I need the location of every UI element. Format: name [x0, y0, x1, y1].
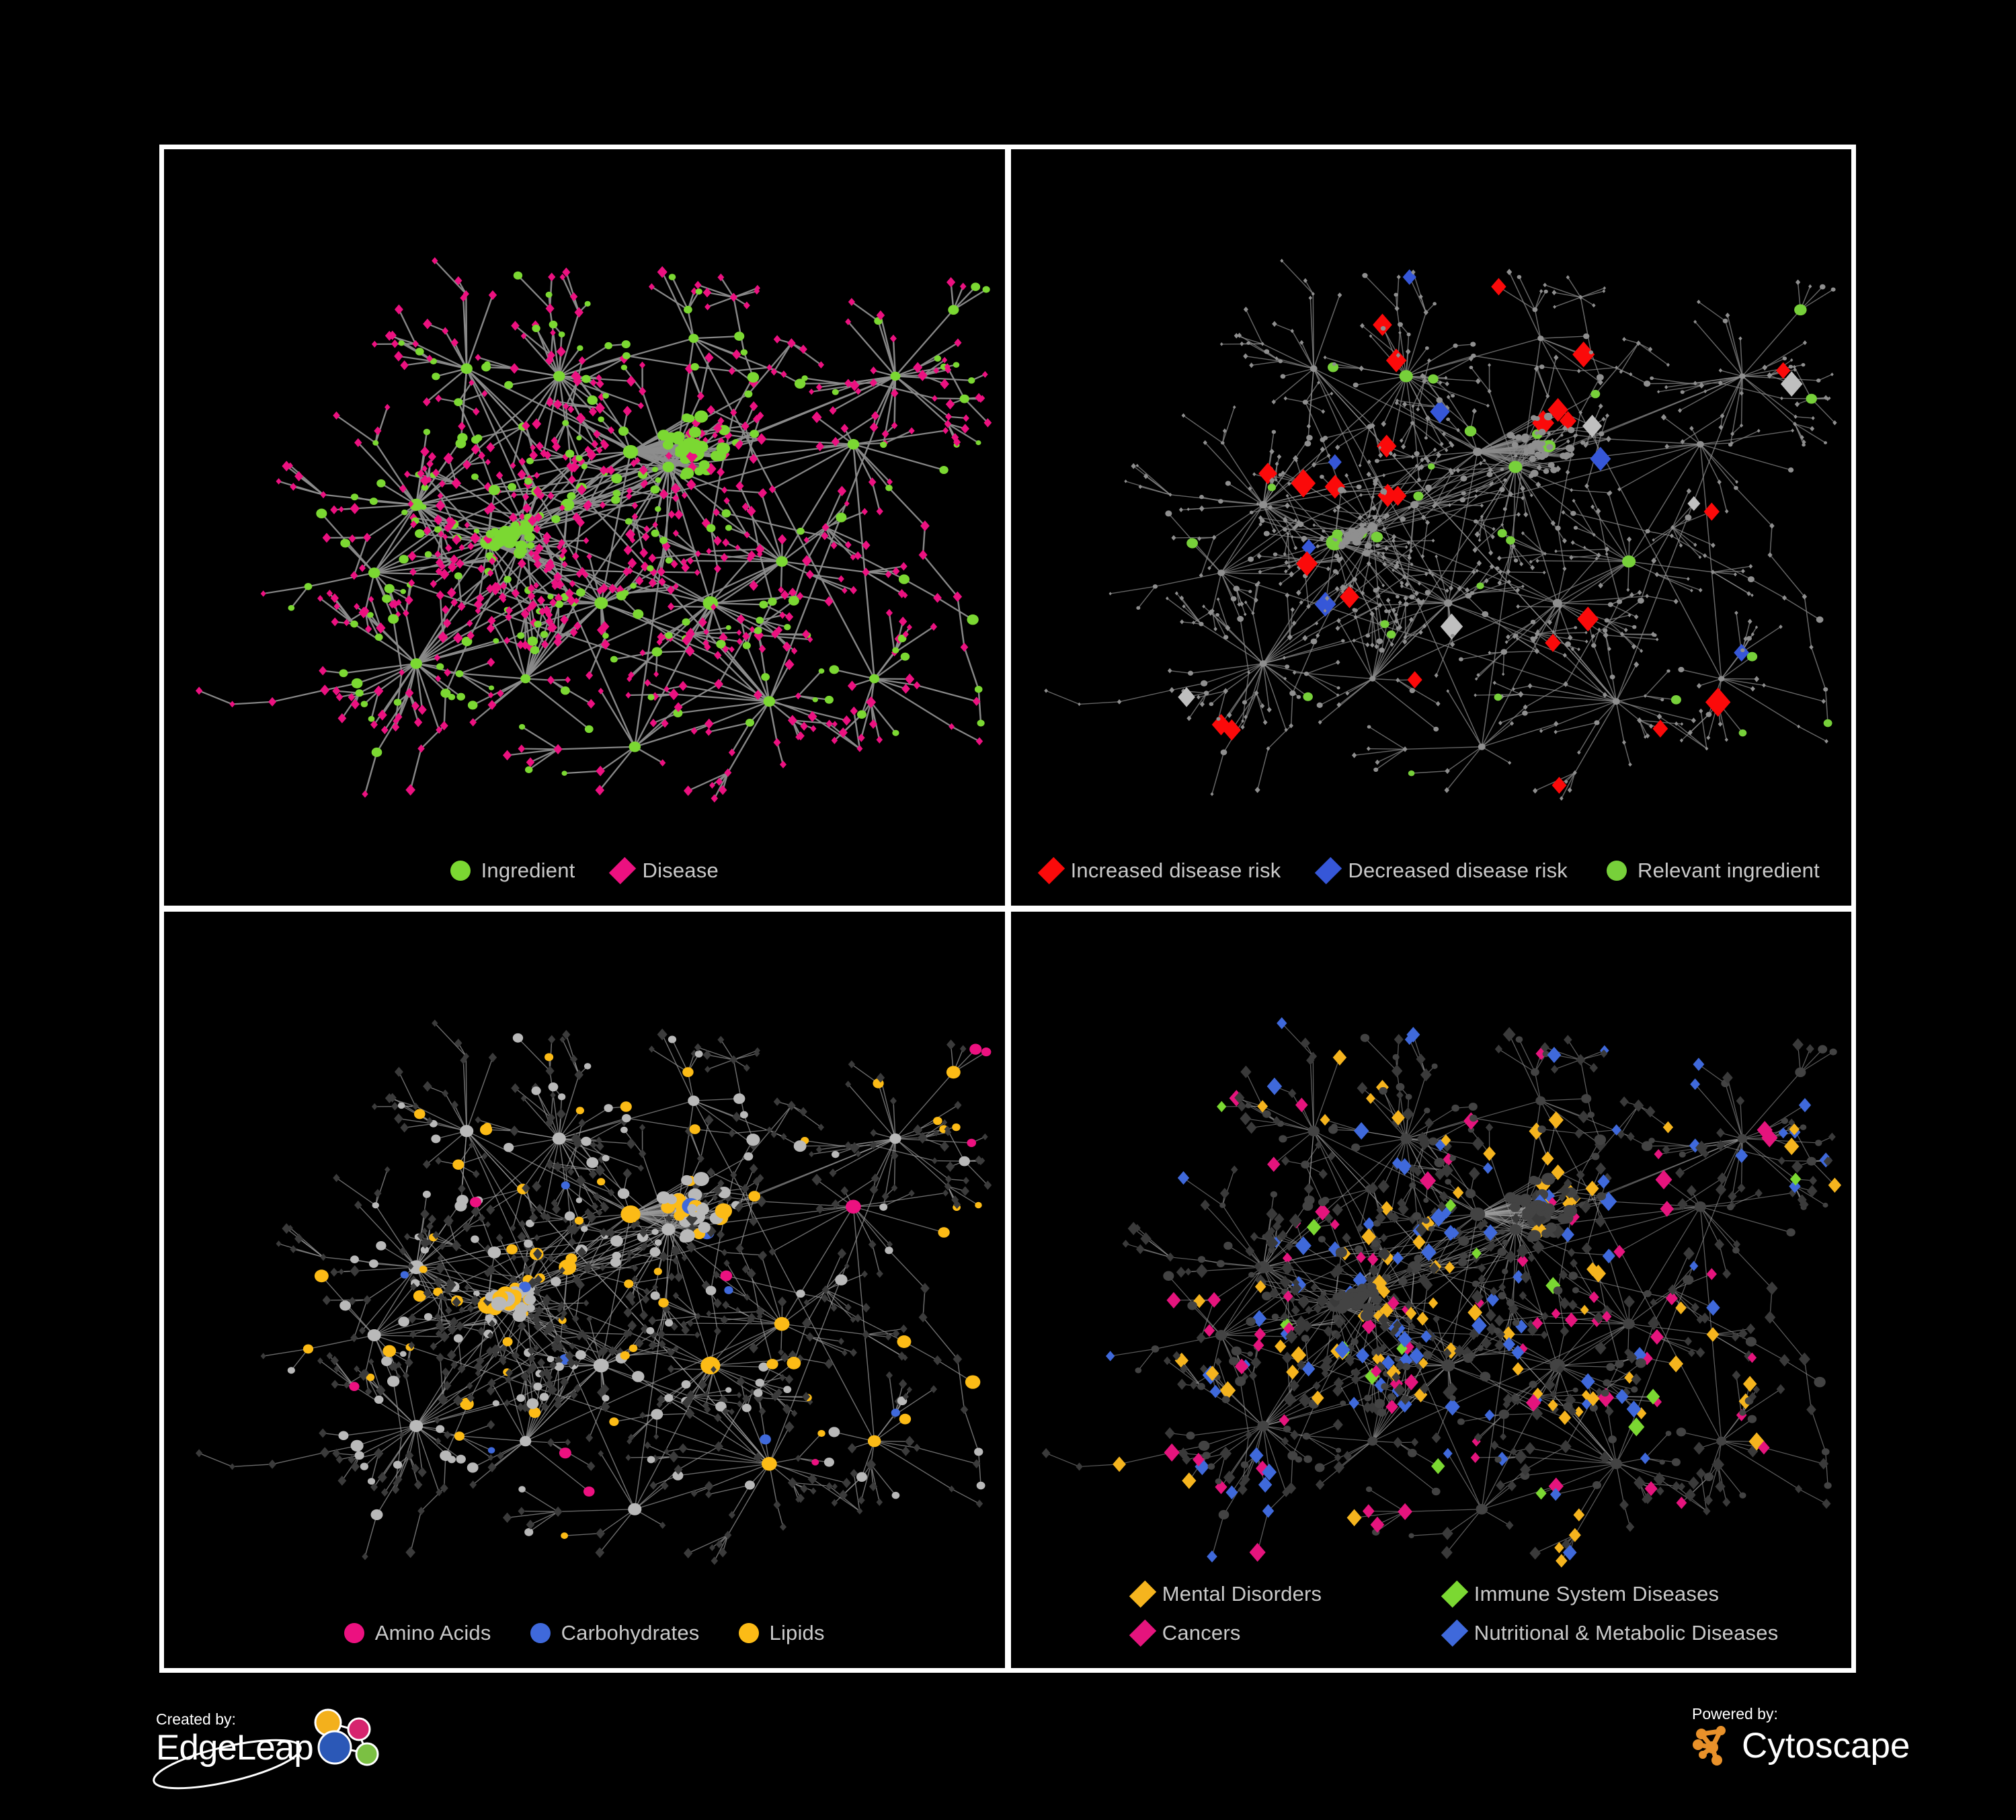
legend-disease-risk: Increased disease risk Decreased disease… [1011, 857, 1852, 885]
panel-grid: Ingredient Disease Increased disease ris… [159, 145, 1856, 1673]
diamond-marker-icon [1441, 1619, 1468, 1647]
legend-item[interactable]: Ingredient [450, 859, 575, 883]
network-canvas-disease-risk [1043, 258, 1837, 801]
cytoscape-nodes-icon [1693, 1726, 1726, 1766]
legend-item[interactable]: Amino Acids [344, 1621, 491, 1645]
legend-disease-classes: Mental Disorders Immune System Diseases … [1095, 1580, 1778, 1647]
network-canvas-ingredient-disease [195, 257, 992, 803]
legend-item-label: Relevant ingredient [1638, 859, 1820, 882]
circle-marker-icon [1607, 861, 1627, 881]
diamond-marker-icon [1315, 857, 1342, 885]
legend-item-label: Nutritional & Metabolic Diseases [1474, 1621, 1779, 1645]
legend-item-label: Decreased disease risk [1348, 859, 1568, 882]
circle-marker-icon [738, 1623, 759, 1643]
legend-ingredient-disease: Ingredient Disease [164, 857, 1005, 885]
legend-item[interactable]: Lipids [738, 1621, 825, 1645]
cytoscape-text-block: Powered by: [1692, 1705, 1910, 1766]
diamond-marker-icon [1441, 1580, 1468, 1608]
legend-item-label: Mental Disorders [1162, 1582, 1322, 1606]
circle-marker-icon [450, 861, 471, 881]
edgeleap-nodes-icon [314, 1708, 379, 1766]
legend-item-label: Disease [642, 859, 719, 882]
edgeleap-wordmark: EdgeLeap [156, 1728, 314, 1768]
legend-item-label: Increased disease risk [1070, 859, 1281, 882]
diamond-marker-icon [1037, 857, 1065, 885]
legend-item[interactable]: Nutritional & Metabolic Diseases [1441, 1619, 1778, 1647]
created-by-kicker: Created by: [156, 1710, 236, 1728]
diamond-marker-icon [609, 857, 637, 885]
legend-item[interactable]: Cancers [1129, 1619, 1416, 1647]
legend-item[interactable]: Decreased disease risk [1315, 857, 1568, 885]
legend-item-label: Immune System Diseases [1474, 1582, 1720, 1606]
legend-item[interactable]: Relevant ingredient [1607, 859, 1820, 883]
legend-item-label: Cancers [1162, 1621, 1241, 1645]
created-by-branding[interactable]: Created by: EdgeLeap [153, 1708, 386, 1790]
powered-by-kicker: Powered by: [1692, 1705, 1778, 1723]
legend-item[interactable]: Increased disease risk [1037, 857, 1281, 885]
legend-item[interactable]: Mental Disorders [1129, 1580, 1416, 1608]
legend-item[interactable]: Immune System Diseases [1441, 1580, 1728, 1608]
network-canvas-disease-classes [1041, 1017, 1841, 1568]
diamond-marker-icon [1129, 1619, 1156, 1647]
panel-nutrient-classes[interactable]: Amino Acids Carbohydrates Lipids [164, 912, 1005, 1668]
powered-by-branding[interactable]: Powered by: [1692, 1705, 1910, 1766]
panel-disease-classes[interactable]: Mental Disorders Immune System Diseases … [1010, 912, 1851, 1668]
legend-item[interactable]: Carbohydrates [530, 1621, 700, 1645]
circle-marker-icon [530, 1623, 551, 1643]
diamond-marker-icon [1129, 1580, 1156, 1608]
cytoscape-wordmark: Cytoscape [1742, 1725, 1910, 1766]
legend-item[interactable]: Disease [609, 857, 719, 885]
edgeleap-text-block: Created by: EdgeLeap [153, 1710, 314, 1790]
legend-nutrient-classes: Amino Acids Carbohydrates Lipids [164, 1621, 1005, 1645]
circle-marker-icon [344, 1623, 364, 1643]
legend-item-label: Ingredient [481, 859, 575, 882]
network-canvas-nutrient-classes [195, 1019, 992, 1565]
legend-item-label: Amino Acids [374, 1621, 491, 1645]
panel-disease-risk[interactable]: Increased disease risk Decreased disease… [1010, 149, 1852, 906]
legend-item-label: Lipids [769, 1621, 825, 1645]
legend-item-label: Carbohydrates [561, 1621, 700, 1645]
panel-ingredient-disease[interactable]: Ingredient Disease [164, 149, 1005, 906]
